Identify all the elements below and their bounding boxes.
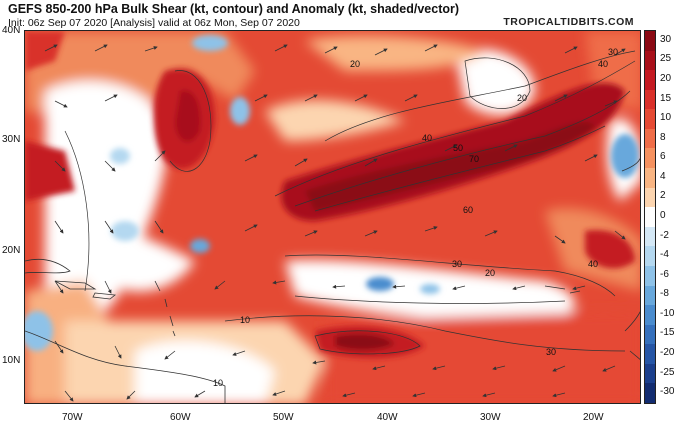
colorbar-swatch	[645, 148, 655, 169]
map-svg: 30 40 20 20 40 50 70 60 30 20 40 10 30 1…	[25, 31, 640, 403]
colorbar-label: -2	[660, 229, 669, 241]
colorbar-label: 20	[660, 72, 672, 84]
colorbar-label: 8	[660, 131, 666, 143]
contour-label: 10	[213, 378, 223, 388]
colorbar-label: -8	[660, 288, 669, 300]
colorbar-label: 0	[660, 210, 666, 221]
colorbar-swatch	[645, 31, 655, 51]
colorbar-swatch	[645, 305, 655, 325]
colorbar-swatch	[645, 285, 655, 306]
colorbar-label: 10	[660, 112, 672, 124]
contour-labels: 30 40 20 20 40 50 70 60 30 20 40 10 30 1…	[213, 47, 618, 388]
contour-label: 10	[240, 315, 250, 325]
colorbar-swatch	[645, 109, 655, 129]
colorbar-swatch	[645, 168, 655, 188]
contour-label: 20	[350, 59, 360, 69]
colorbar-label: 30	[660, 33, 672, 45]
colorbar-label: -30	[660, 386, 675, 398]
contour-label: 60	[463, 205, 473, 215]
lon-label: 30W	[480, 412, 501, 423]
contour-label: 30	[452, 259, 462, 269]
contour-label: 30	[608, 47, 618, 57]
lon-label: 70W	[62, 412, 83, 423]
contour-label: 30	[546, 347, 556, 357]
lat-label: 20N	[2, 245, 21, 256]
colorbar-swatch	[645, 246, 655, 266]
lat-label: 10N	[2, 355, 21, 366]
colorbar-label: 25	[660, 53, 672, 65]
shear-contours	[64, 50, 636, 355]
lat-label: 40N	[2, 25, 21, 36]
colorbar-label: -10	[660, 307, 675, 319]
colorbar-label: -20	[660, 347, 675, 359]
colorbar-swatch	[645, 187, 655, 208]
lat-label: 30N	[2, 134, 21, 145]
anomaly-vectors	[44, 44, 626, 402]
contour-label: 20	[485, 268, 495, 278]
colorbar-swatch	[645, 363, 655, 384]
contour-label: 20	[517, 93, 527, 103]
colorbar-swatch	[645, 324, 655, 345]
colorbar-swatch	[645, 50, 655, 71]
colorbar-label: 4	[660, 170, 666, 182]
contour-label: 40	[598, 59, 608, 69]
shear-anomaly-map: 30 40 20 20 40 50 70 60 30 20 40 10 30 1…	[24, 30, 641, 404]
colorbar-label: -25	[660, 366, 675, 378]
colorbar-swatch	[645, 226, 655, 247]
colorbar	[644, 30, 656, 404]
contour-label: 50	[453, 143, 463, 153]
lon-label: 50W	[273, 412, 294, 423]
colorbar-label: 15	[660, 92, 672, 104]
colorbar-label: -6	[660, 268, 669, 280]
chart-title: GEFS 850-200 hPa Bulk Shear (kt, contour…	[8, 2, 460, 16]
anomaly-shading	[25, 31, 640, 403]
anomaly-strong	[25, 31, 635, 358]
colorbar-label: 2	[660, 190, 666, 202]
colorbar-swatch	[645, 70, 655, 90]
contour-label: 40	[422, 133, 432, 143]
lon-label: 40W	[377, 412, 398, 423]
lon-label: 60W	[170, 412, 191, 423]
chart-subtitle: Init: 06z Sep 07 2020 [Analysis] valid a…	[8, 17, 300, 29]
lon-label: 20W	[583, 412, 604, 423]
colorbar-label: 6	[660, 151, 666, 163]
colorbar-label: -4	[660, 249, 669, 261]
colorbar-swatch	[645, 128, 655, 149]
contour-label: 70	[469, 154, 479, 164]
colorbar-swatch	[645, 383, 655, 403]
negative-anomaly	[25, 35, 639, 351]
brand-watermark: TROPICALTIDBITS.COM	[503, 16, 634, 28]
colorbar-swatch	[645, 207, 655, 227]
colorbar-swatch	[645, 265, 655, 286]
colorbar-swatch	[645, 89, 655, 110]
contour-label: 40	[588, 259, 598, 269]
colorbar-swatch	[645, 344, 655, 364]
coastlines	[25, 158, 640, 403]
colorbar-label: -15	[660, 327, 675, 339]
